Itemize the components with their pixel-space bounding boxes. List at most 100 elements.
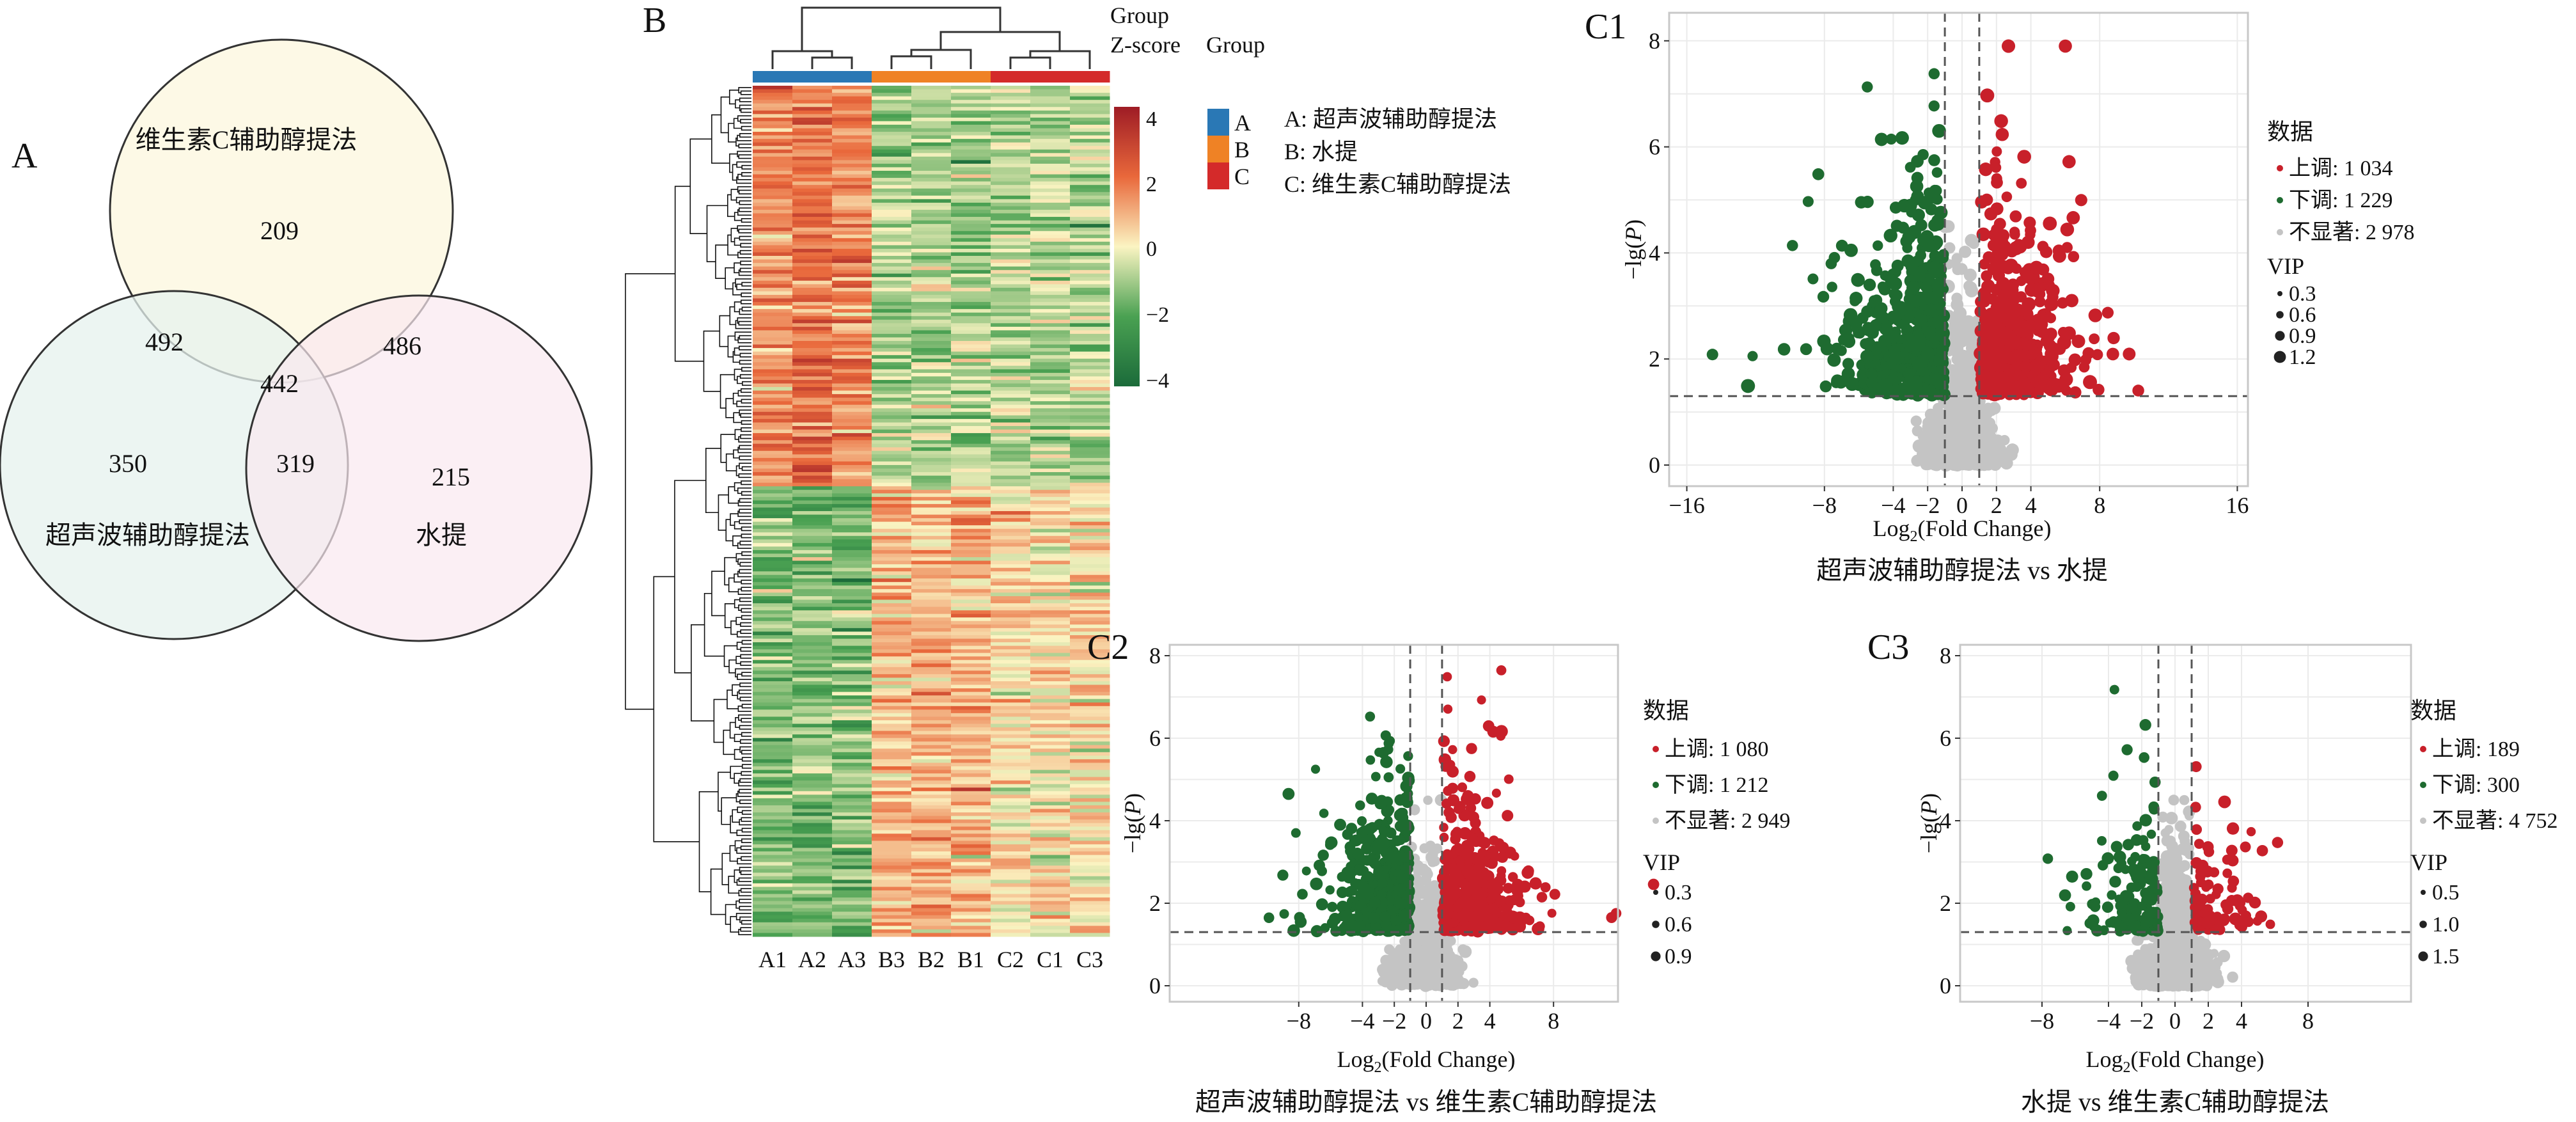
heatmap-cell bbox=[951, 387, 991, 391]
heatmap-cell bbox=[1070, 890, 1110, 894]
heatmap-cell bbox=[951, 738, 991, 742]
heatmap-cell bbox=[951, 195, 991, 200]
dendrogram-branch bbox=[741, 771, 751, 776]
heatmap-cell bbox=[792, 635, 833, 639]
heatmap-cell bbox=[1070, 351, 1110, 356]
heatmap-cell bbox=[911, 589, 952, 593]
data-point-up bbox=[2026, 349, 2038, 360]
heatmap-cell bbox=[832, 890, 872, 894]
heatmap-cell bbox=[991, 525, 1031, 530]
heatmap-cell bbox=[792, 401, 833, 406]
heatmap-cell bbox=[792, 503, 833, 508]
heatmap-cell bbox=[753, 851, 793, 856]
heatmap-cell bbox=[832, 171, 872, 175]
dendrogram-branch bbox=[674, 480, 706, 674]
heatmap-cell bbox=[792, 418, 833, 423]
data-point-not-significant bbox=[1951, 298, 1964, 312]
heatmap-cell bbox=[991, 869, 1031, 873]
heatmap-cell bbox=[792, 351, 833, 356]
heatmap-cell bbox=[832, 532, 872, 537]
heatmap-cell bbox=[792, 851, 833, 856]
heatmap-cell bbox=[1030, 202, 1071, 207]
heatmap-cell bbox=[991, 188, 1031, 193]
heatmap-cell bbox=[991, 897, 1031, 902]
heatmap-cell bbox=[792, 905, 833, 909]
heatmap-cell bbox=[792, 720, 833, 724]
heatmap-cell bbox=[792, 652, 833, 657]
heatmap-cell bbox=[991, 121, 1031, 125]
heatmap-cell bbox=[792, 146, 833, 150]
heatmap-cell bbox=[1030, 333, 1071, 338]
heatmap-cell bbox=[951, 472, 991, 477]
heatmap-cell bbox=[1070, 894, 1110, 898]
heatmap-cell bbox=[872, 912, 912, 916]
heatmap-cell bbox=[872, 326, 912, 331]
heatmap-cell bbox=[991, 316, 1031, 320]
heatmap-cell bbox=[792, 178, 833, 182]
heatmap-cell bbox=[753, 791, 793, 795]
heatmap-cell bbox=[1070, 642, 1110, 647]
heatmap-cell bbox=[1070, 518, 1110, 523]
heatmap-cell bbox=[753, 532, 793, 537]
heatmap-cell bbox=[991, 160, 1031, 164]
heatmap-cell bbox=[792, 174, 833, 178]
heatmap-cell bbox=[792, 823, 833, 827]
dendrogram-branch bbox=[739, 335, 751, 340]
heatmap-cell bbox=[951, 178, 991, 182]
heatmap-cell bbox=[753, 628, 793, 632]
data-point-up bbox=[2066, 210, 2080, 225]
heatmap-cell bbox=[991, 217, 1031, 221]
data-point-up bbox=[2088, 308, 2103, 322]
heatmap-cell bbox=[991, 890, 1031, 894]
heatmap-cell bbox=[792, 883, 833, 887]
heatmap-cell bbox=[991, 752, 1031, 756]
heatmap-cell bbox=[951, 869, 991, 873]
heatmap-cell bbox=[911, 277, 952, 281]
heatmap-cell bbox=[792, 422, 833, 427]
heatmap-cell bbox=[951, 542, 991, 547]
dendrogram-branch bbox=[732, 351, 740, 363]
heatmap-cell bbox=[1030, 454, 1071, 459]
heatmap-cell bbox=[911, 486, 952, 491]
data-point-down bbox=[1920, 281, 1931, 292]
dendrogram-branch bbox=[735, 196, 751, 203]
heatmap-cell bbox=[991, 812, 1031, 817]
heatmap-cell bbox=[753, 323, 793, 328]
heatmap-cell bbox=[1030, 259, 1071, 264]
heatmap-cell bbox=[872, 188, 912, 193]
heatmap-cell bbox=[872, 291, 912, 296]
heatmap-cell bbox=[1070, 660, 1110, 664]
heatmap-cell bbox=[832, 684, 872, 689]
heatmap-cell bbox=[832, 567, 872, 572]
heatmap-cell bbox=[1070, 103, 1110, 107]
heatmap-cell bbox=[911, 291, 952, 296]
heatmap-cell bbox=[911, 146, 952, 150]
heatmap-cell bbox=[951, 560, 991, 565]
heatmap-cell bbox=[753, 273, 793, 278]
dendrogram-branch bbox=[736, 400, 751, 407]
dendrogram-branch bbox=[738, 320, 751, 326]
heatmap-cell bbox=[1070, 418, 1110, 423]
heatmap-cell bbox=[1030, 86, 1071, 90]
heatmap-cell bbox=[1030, 617, 1071, 622]
heatmap-cell bbox=[991, 273, 1031, 278]
heatmap-cell bbox=[1030, 901, 1071, 905]
heatmap-cell bbox=[792, 642, 833, 647]
heatmap-cell bbox=[1030, 178, 1071, 182]
heatmap-cell bbox=[991, 660, 1031, 664]
heatmap-cell bbox=[872, 482, 912, 487]
heatmap-cell bbox=[872, 837, 912, 841]
data-point-up bbox=[1979, 258, 1990, 270]
heatmap-cell bbox=[1070, 195, 1110, 200]
heatmap-cell bbox=[911, 401, 952, 406]
heatmap-cell bbox=[991, 613, 1031, 618]
heatmap-cell bbox=[832, 436, 872, 441]
heatmap-cell bbox=[753, 805, 793, 809]
data-point-not-significant bbox=[1950, 345, 1963, 358]
heatmap-cell bbox=[792, 500, 833, 505]
heatmap-cell bbox=[753, 908, 793, 912]
data-point-down bbox=[1906, 281, 1920, 295]
heatmap-cell bbox=[753, 635, 793, 639]
heatmap-cell bbox=[832, 844, 872, 848]
dendrogram-branch bbox=[725, 453, 737, 471]
